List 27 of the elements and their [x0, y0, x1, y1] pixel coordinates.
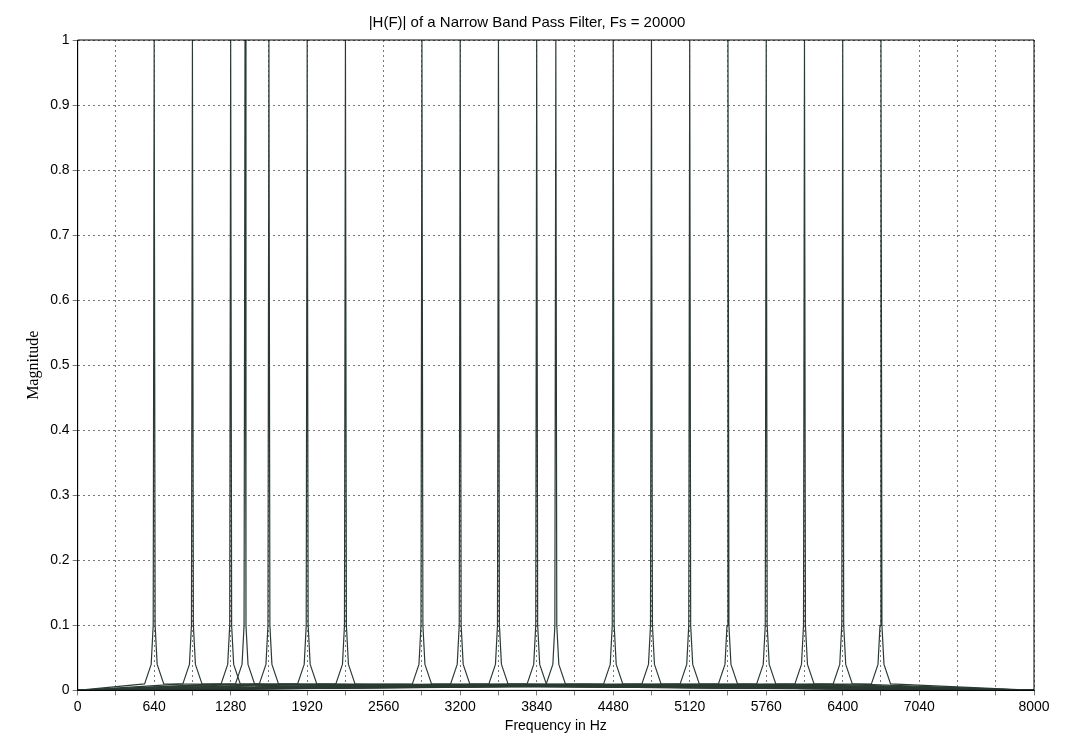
x-tick-label: 8000	[1018, 697, 1050, 714]
y-tick-label: 0.1	[50, 616, 70, 633]
x-tick-label: 1280	[215, 697, 247, 714]
x-tick-label: 3200	[444, 697, 476, 714]
x-axis-title: Frequency in Hz	[504, 717, 607, 734]
y-tick-label: 0.6	[50, 291, 70, 308]
x-tick-label: 0	[73, 697, 82, 714]
x-tick-label: 5760	[750, 697, 783, 714]
x-tick-label: 4480	[597, 697, 629, 714]
y-tick-label: 0.9	[50, 95, 70, 112]
y-tick-label: 0.7	[50, 225, 70, 242]
y-tick-label: 0.5	[50, 356, 70, 373]
y-axis-title: Magnitude	[23, 330, 42, 400]
x-tick-label: 640	[142, 697, 167, 714]
x-tick-label: 6400	[827, 697, 859, 714]
chart-title: |H(F)| of a Narrow Band Pass Filter, Fs = 20000	[368, 13, 686, 31]
x-tick-label: 1920	[291, 697, 323, 714]
x-tick-label: 5120	[674, 697, 706, 714]
y-tick-label: 0.4	[50, 421, 70, 438]
x-tick-label: 2560	[368, 697, 400, 714]
x-tick-label: 3840	[521, 697, 553, 714]
y-tick-label: 1	[61, 30, 70, 47]
y-tick-label: 0.8	[50, 160, 70, 177]
y-tick-label: 0.3	[50, 486, 70, 503]
y-tick-label: 0	[61, 681, 70, 698]
x-tick-label: 7040	[903, 697, 936, 714]
y-tick-label: 0.2	[50, 551, 70, 568]
